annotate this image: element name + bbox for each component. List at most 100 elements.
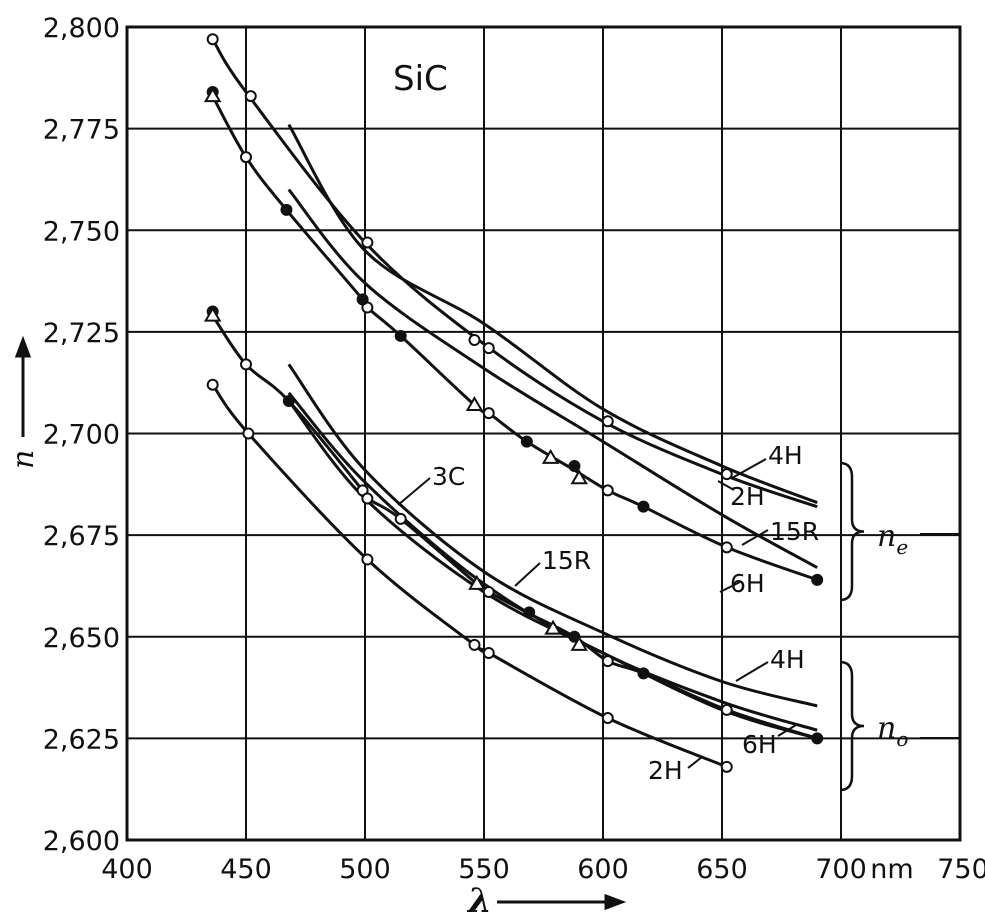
- x-tick-label: 550: [458, 854, 510, 885]
- open-circle-point: [482, 407, 495, 420]
- x-tick-label: 700: [815, 854, 867, 885]
- y-tick-label: 2,800: [43, 13, 120, 44]
- open-circle-point: [720, 703, 733, 716]
- x-axis-unit: nm: [870, 854, 913, 885]
- open-circle-point: [361, 492, 374, 505]
- open-circle-point: [601, 712, 614, 725]
- brace-no: [839, 660, 865, 792]
- filled-circle-point: [637, 500, 650, 513]
- filled-circle-point: [282, 394, 295, 407]
- data-markers: [203, 33, 824, 773]
- open-circle-point: [482, 342, 495, 355]
- open-circle-point: [240, 358, 252, 371]
- open-circle-point: [720, 468, 733, 481]
- curve-3c-no: [211, 314, 818, 740]
- triangle-point: [544, 619, 562, 635]
- y-tick-label: 2,775: [43, 115, 120, 146]
- y-tick-label: 2,625: [43, 724, 120, 755]
- y-tick-label: 2,650: [43, 623, 120, 654]
- open-circle-point: [206, 33, 219, 46]
- triangle-point: [203, 306, 222, 322]
- open-circle-point: [468, 334, 481, 347]
- open-circle-point: [601, 484, 614, 497]
- tick-labels: 400 450 500 550 600 650 700 750 2,600 2,625 2,650 2…: [43, 13, 985, 885]
- y-tick-label: 2,725: [43, 318, 120, 349]
- label-leader-line: [717, 480, 735, 491]
- triangle-point: [541, 448, 560, 464]
- curve-label: 3C: [432, 462, 465, 491]
- curve-4h-ne: [287, 123, 818, 505]
- grid-lines: [127, 27, 960, 840]
- label-leader-line: [397, 477, 431, 506]
- open-circle-point: [242, 427, 255, 440]
- open-circle-point: [240, 151, 252, 164]
- label-leader-line: [735, 661, 769, 682]
- open-circle-point: [720, 541, 733, 554]
- y-tick-label: 2,600: [43, 826, 120, 857]
- open-circle-point: [482, 586, 495, 599]
- open-circle-point: [720, 760, 733, 773]
- label-leader-line: [514, 562, 541, 587]
- y-tick-label: 2,750: [43, 216, 120, 247]
- filled-circle-point: [637, 667, 650, 680]
- label-leader-line: [731, 458, 767, 479]
- x-tick-label: 500: [339, 854, 391, 885]
- curve-label: 4H: [770, 645, 805, 674]
- curve-label: 15R: [770, 517, 819, 546]
- x-axis-arrow: [497, 893, 627, 911]
- curve-4h-no: [287, 363, 818, 708]
- filled-circle-point: [811, 573, 824, 586]
- brace-ne: [839, 461, 865, 602]
- open-circle-point: [361, 236, 374, 249]
- triangle-point: [570, 469, 588, 485]
- plot-frame: [125, 25, 962, 842]
- label-leader-line: [687, 756, 703, 769]
- filled-circle-point: [811, 732, 824, 745]
- x-tick-label: 600: [577, 854, 629, 885]
- open-circle-point: [601, 655, 614, 668]
- curve-label: 2H: [730, 482, 765, 511]
- filled-circle-point: [523, 606, 536, 619]
- open-circle-point: [206, 378, 219, 391]
- open-circle-point: [482, 647, 495, 660]
- triangle-point: [203, 87, 222, 103]
- curve-label: 6H: [742, 730, 777, 759]
- curve-label: 2H: [648, 756, 683, 785]
- curve-label: 15R: [542, 546, 591, 575]
- x-axis-label: λ: [466, 881, 627, 918]
- label-leader-line: [741, 529, 769, 546]
- filled-circle-point: [568, 460, 581, 473]
- group-subscript: e: [896, 535, 908, 559]
- curve-2h-ne: [211, 38, 818, 509]
- label-leader-line: [719, 581, 741, 593]
- open-circle-point: [468, 638, 481, 651]
- label-leader-line: [777, 724, 797, 737]
- x-tick-label: 450: [220, 854, 272, 885]
- filled-circle-point: [520, 435, 533, 448]
- curve-15r-ne: [287, 188, 818, 569]
- y-tick-label: 2,700: [43, 420, 120, 451]
- y-axis-label: n: [6, 335, 41, 469]
- open-circle-point: [361, 553, 374, 566]
- filled-circle-point: [394, 329, 407, 342]
- dispersion-curves: [211, 38, 818, 769]
- open-circle-point: [601, 415, 614, 428]
- group-label-ne: ne: [877, 519, 908, 559]
- triangle-point: [570, 635, 588, 651]
- curve-label: 4H: [768, 441, 803, 470]
- triangle-point: [468, 574, 486, 590]
- curve-label: 6H: [730, 569, 765, 598]
- open-circle-point: [244, 90, 257, 103]
- curve-2h-no: [211, 383, 728, 769]
- y-tick-label: 2,675: [43, 521, 120, 552]
- filled-circle-point: [280, 203, 293, 216]
- chart-title: SiC: [393, 59, 448, 99]
- x-tick-label: 750: [937, 854, 985, 885]
- x-tick-label: 650: [696, 854, 748, 885]
- triangle-point: [465, 396, 484, 412]
- x-axis-symbol: λ: [466, 881, 492, 918]
- y-axis-symbol: n: [6, 450, 41, 469]
- group-subscript: o: [896, 727, 908, 751]
